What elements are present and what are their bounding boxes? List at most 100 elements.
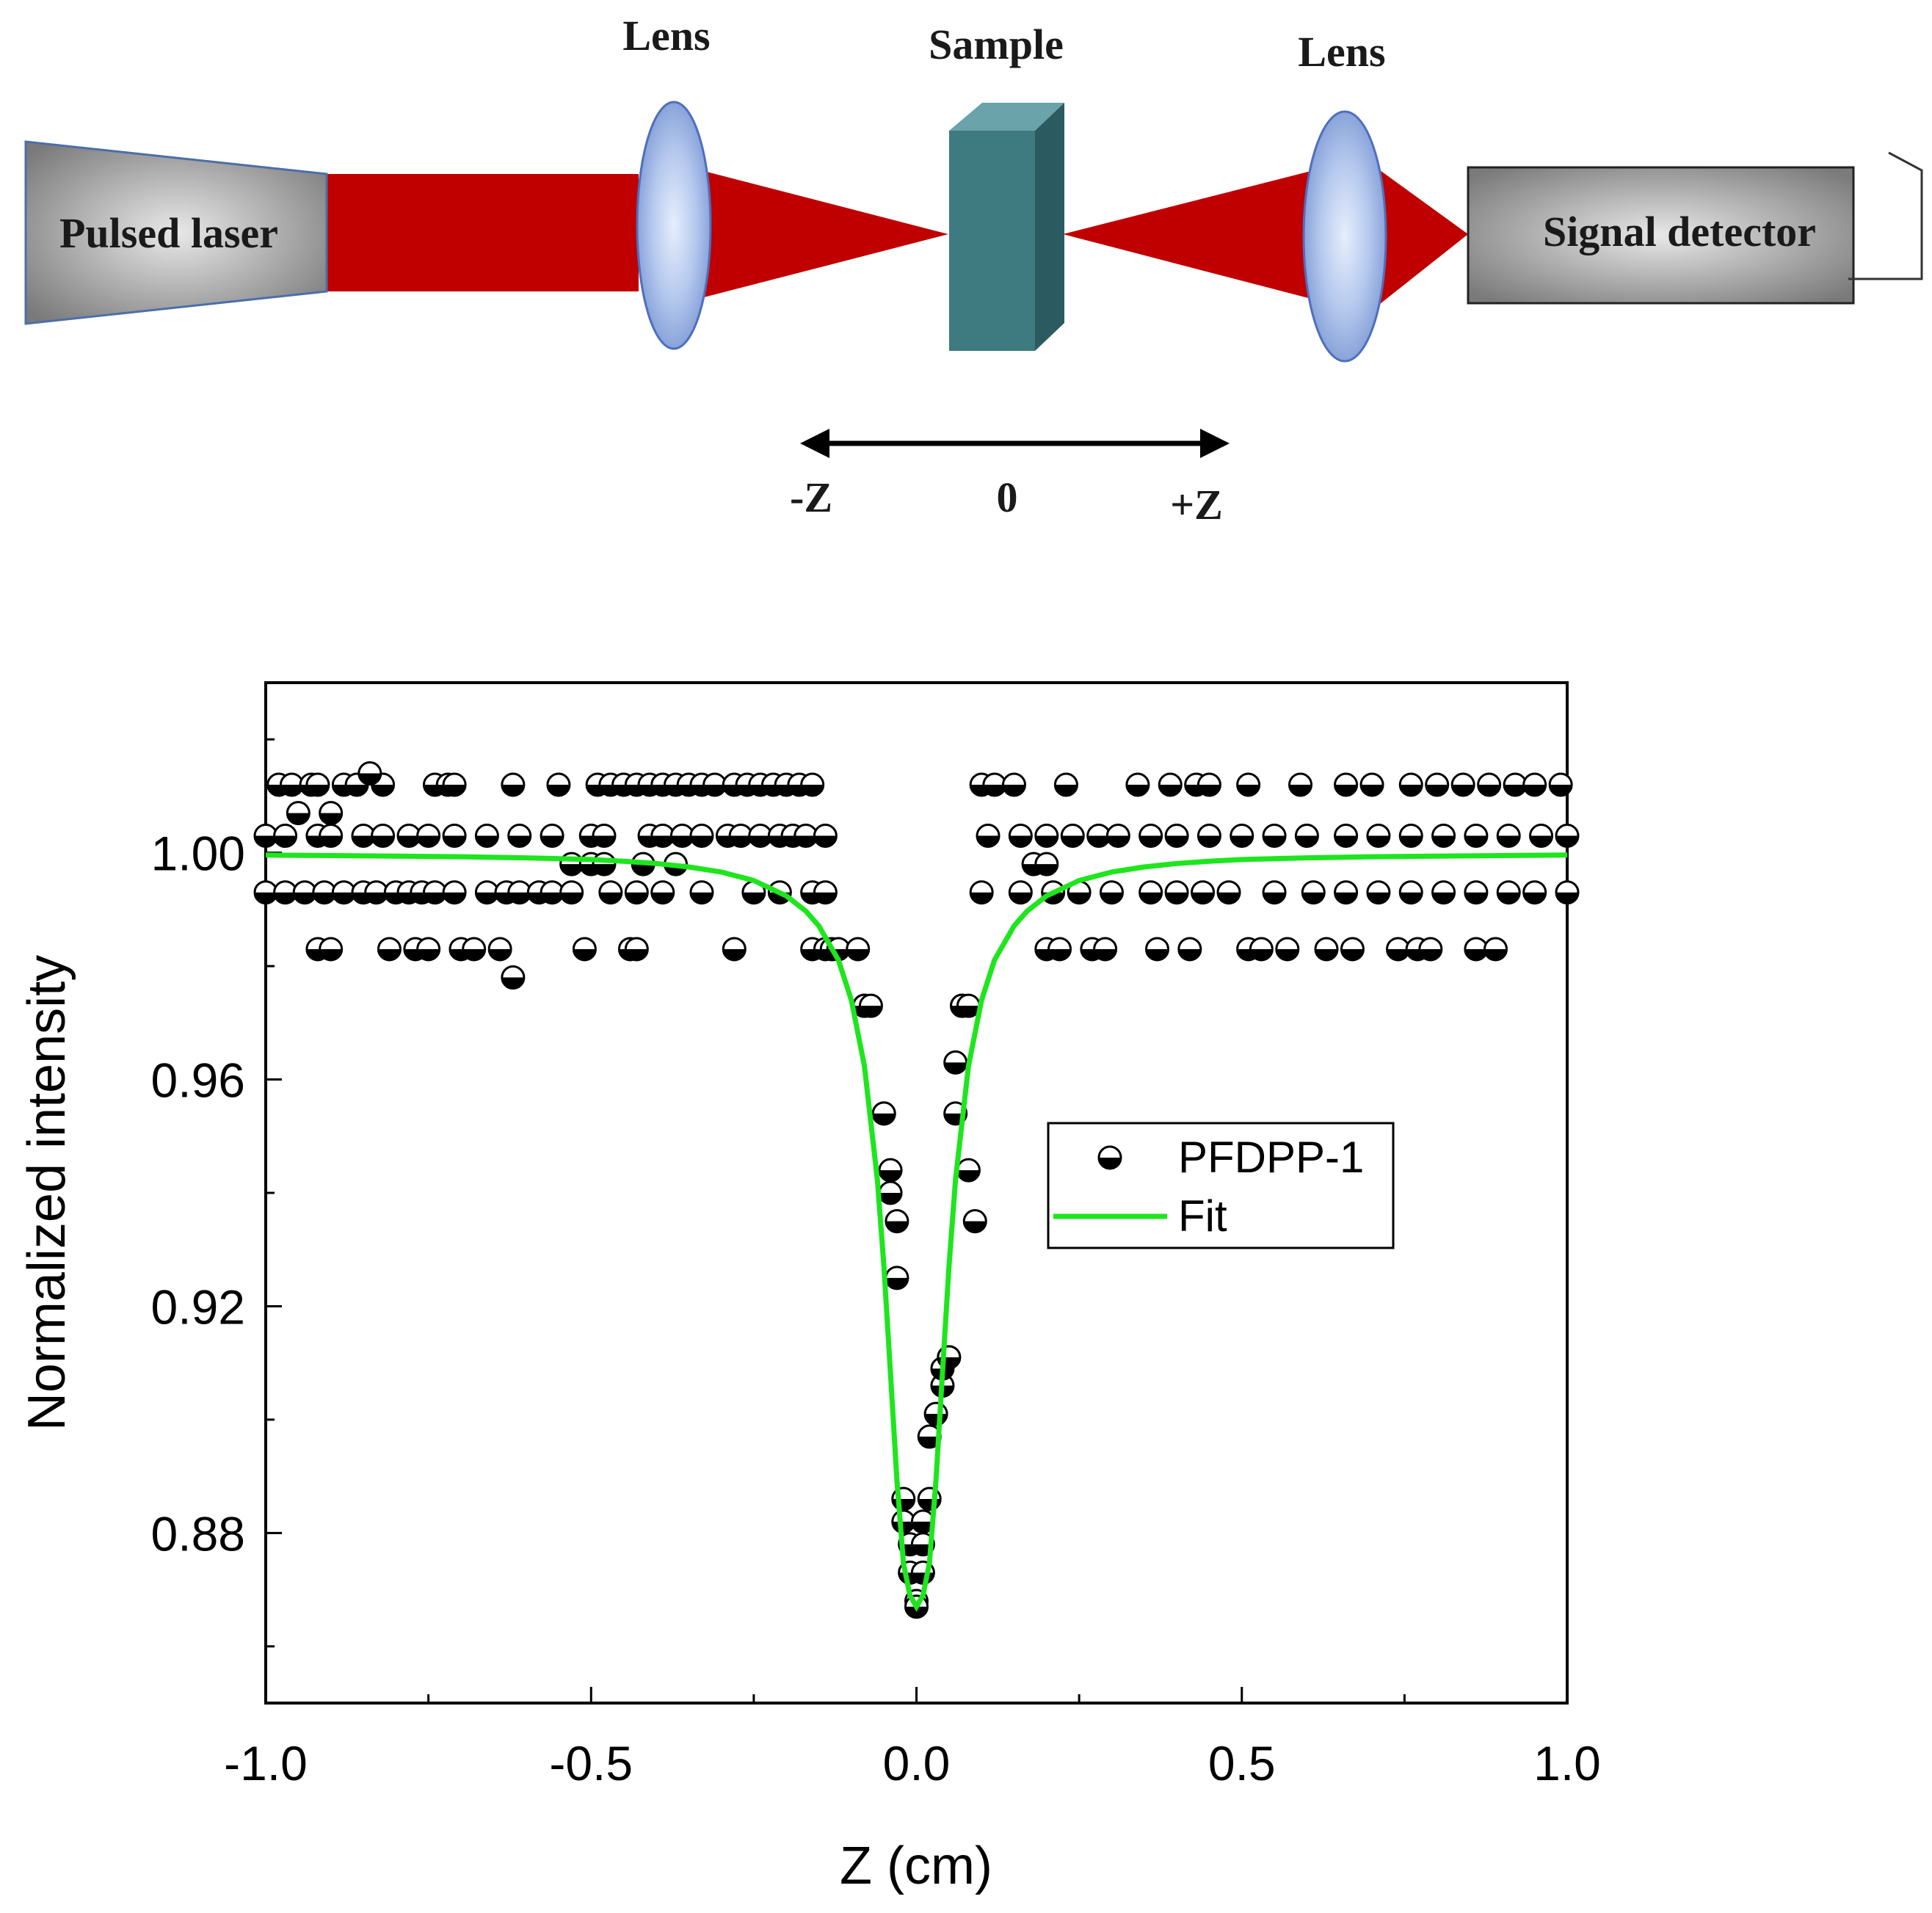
y-tick-label: 0.88	[151, 1506, 245, 1561]
lens-1-label: Lens	[622, 12, 710, 59]
data-point	[1262, 824, 1287, 848]
sample-side-face	[1035, 103, 1064, 351]
data-point	[546, 772, 571, 797]
y-axis-label: Normalized intensity	[18, 955, 76, 1431]
data-point	[1334, 824, 1359, 848]
x-tick-label: -1.0	[224, 1736, 308, 1790]
data-point	[962, 1209, 987, 1234]
data-point	[273, 824, 298, 848]
data-point	[442, 824, 467, 848]
data-point	[1275, 937, 1300, 962]
data-point	[1496, 880, 1521, 905]
data-point	[253, 824, 278, 848]
data-point	[1334, 880, 1359, 905]
data-point	[1216, 880, 1241, 905]
data-point	[1053, 772, 1078, 797]
data-point	[624, 937, 649, 962]
data-point	[416, 937, 441, 962]
data-point	[846, 937, 871, 962]
data-point	[871, 1101, 896, 1126]
data-point	[396, 824, 421, 848]
pfdpp-1-markers	[253, 761, 1580, 1619]
data-point	[1034, 824, 1059, 848]
data-point	[1431, 880, 1456, 905]
data-point	[1477, 772, 1502, 797]
data-point	[319, 801, 344, 826]
axis-plus-z-label: +Z	[1170, 481, 1223, 529]
data-point	[1334, 772, 1359, 797]
data-point	[1105, 824, 1130, 848]
data-point	[878, 1158, 903, 1183]
data-point	[1230, 824, 1254, 848]
data-point	[794, 824, 818, 848]
data-point	[650, 824, 675, 848]
data-point	[540, 824, 564, 848]
data-point	[253, 880, 278, 905]
data-point	[858, 993, 883, 1018]
z-scan-chart: -1.0 -0.5 0.0 0.5 1.0 0.88 0.92 0.96 1.00 Z (cm…	[18, 681, 1601, 1895]
sample-top-face	[949, 103, 1064, 131]
data-point	[1288, 772, 1313, 797]
data-point	[1191, 880, 1216, 905]
data-point	[1522, 880, 1547, 905]
data-point	[1093, 937, 1118, 962]
data-point	[1386, 937, 1411, 962]
y-tick-label: 0.96	[151, 1053, 245, 1108]
y-tick-labels: 0.88 0.92 0.96 1.00	[151, 827, 245, 1561]
data-point	[292, 880, 317, 905]
data-point	[956, 1158, 981, 1183]
data-point	[1314, 937, 1339, 962]
focusing-beam	[701, 170, 948, 298]
signal-detector-body	[1467, 166, 1855, 305]
legend-marker-symbol	[1097, 1145, 1122, 1170]
data-point	[1555, 880, 1580, 905]
data-point	[1359, 772, 1384, 797]
data-point	[943, 1050, 968, 1075]
data-point	[728, 824, 753, 848]
data-point	[624, 880, 649, 905]
fit-curve	[265, 852, 1568, 1612]
data-point	[501, 772, 526, 797]
legend-marker-pfdpp-1	[1097, 1145, 1122, 1170]
sample-label: Sample	[929, 21, 1064, 68]
data-point	[1125, 772, 1150, 797]
data-point	[1099, 880, 1124, 905]
y-tick-label: 0.92	[151, 1279, 245, 1334]
detector-cable	[1848, 151, 1923, 280]
data-point	[1431, 824, 1456, 848]
data-point	[474, 824, 499, 848]
data-point	[1086, 824, 1111, 848]
legend-box	[1047, 1122, 1395, 1249]
data-point	[1398, 772, 1423, 797]
data-point	[1262, 880, 1287, 905]
data-point	[1450, 772, 1475, 797]
signal-detector-label: Signal detector	[1543, 208, 1816, 255]
data-point	[1008, 880, 1033, 905]
data-point	[1047, 937, 1072, 962]
x-axis-label: Z (cm)	[840, 1837, 992, 1895]
data-point	[1138, 880, 1163, 905]
data-point	[559, 880, 584, 905]
data-point	[1301, 880, 1326, 905]
data-point	[1366, 824, 1391, 848]
data-point	[474, 880, 499, 905]
data-point	[1522, 772, 1547, 797]
diverging-beam	[1063, 170, 1314, 300]
data-point	[1158, 772, 1183, 797]
data-point	[364, 880, 389, 905]
data-point	[885, 1209, 909, 1234]
data-point	[592, 824, 617, 848]
data-point	[1001, 772, 1026, 797]
data-point	[650, 880, 675, 905]
data-point	[813, 880, 838, 905]
pulsed-laser-label: Pulsed laser	[59, 209, 278, 257]
data-point	[319, 824, 344, 848]
data-point	[722, 937, 747, 962]
data-point	[507, 824, 532, 848]
x-tick-labels: -1.0 -0.5 0.0 0.5 1.0	[224, 1736, 1601, 1790]
data-point	[501, 965, 526, 990]
data-point	[507, 880, 532, 905]
data-point	[1425, 772, 1450, 797]
x-tick-label: 0.5	[1208, 1736, 1276, 1790]
data-point	[377, 937, 402, 962]
